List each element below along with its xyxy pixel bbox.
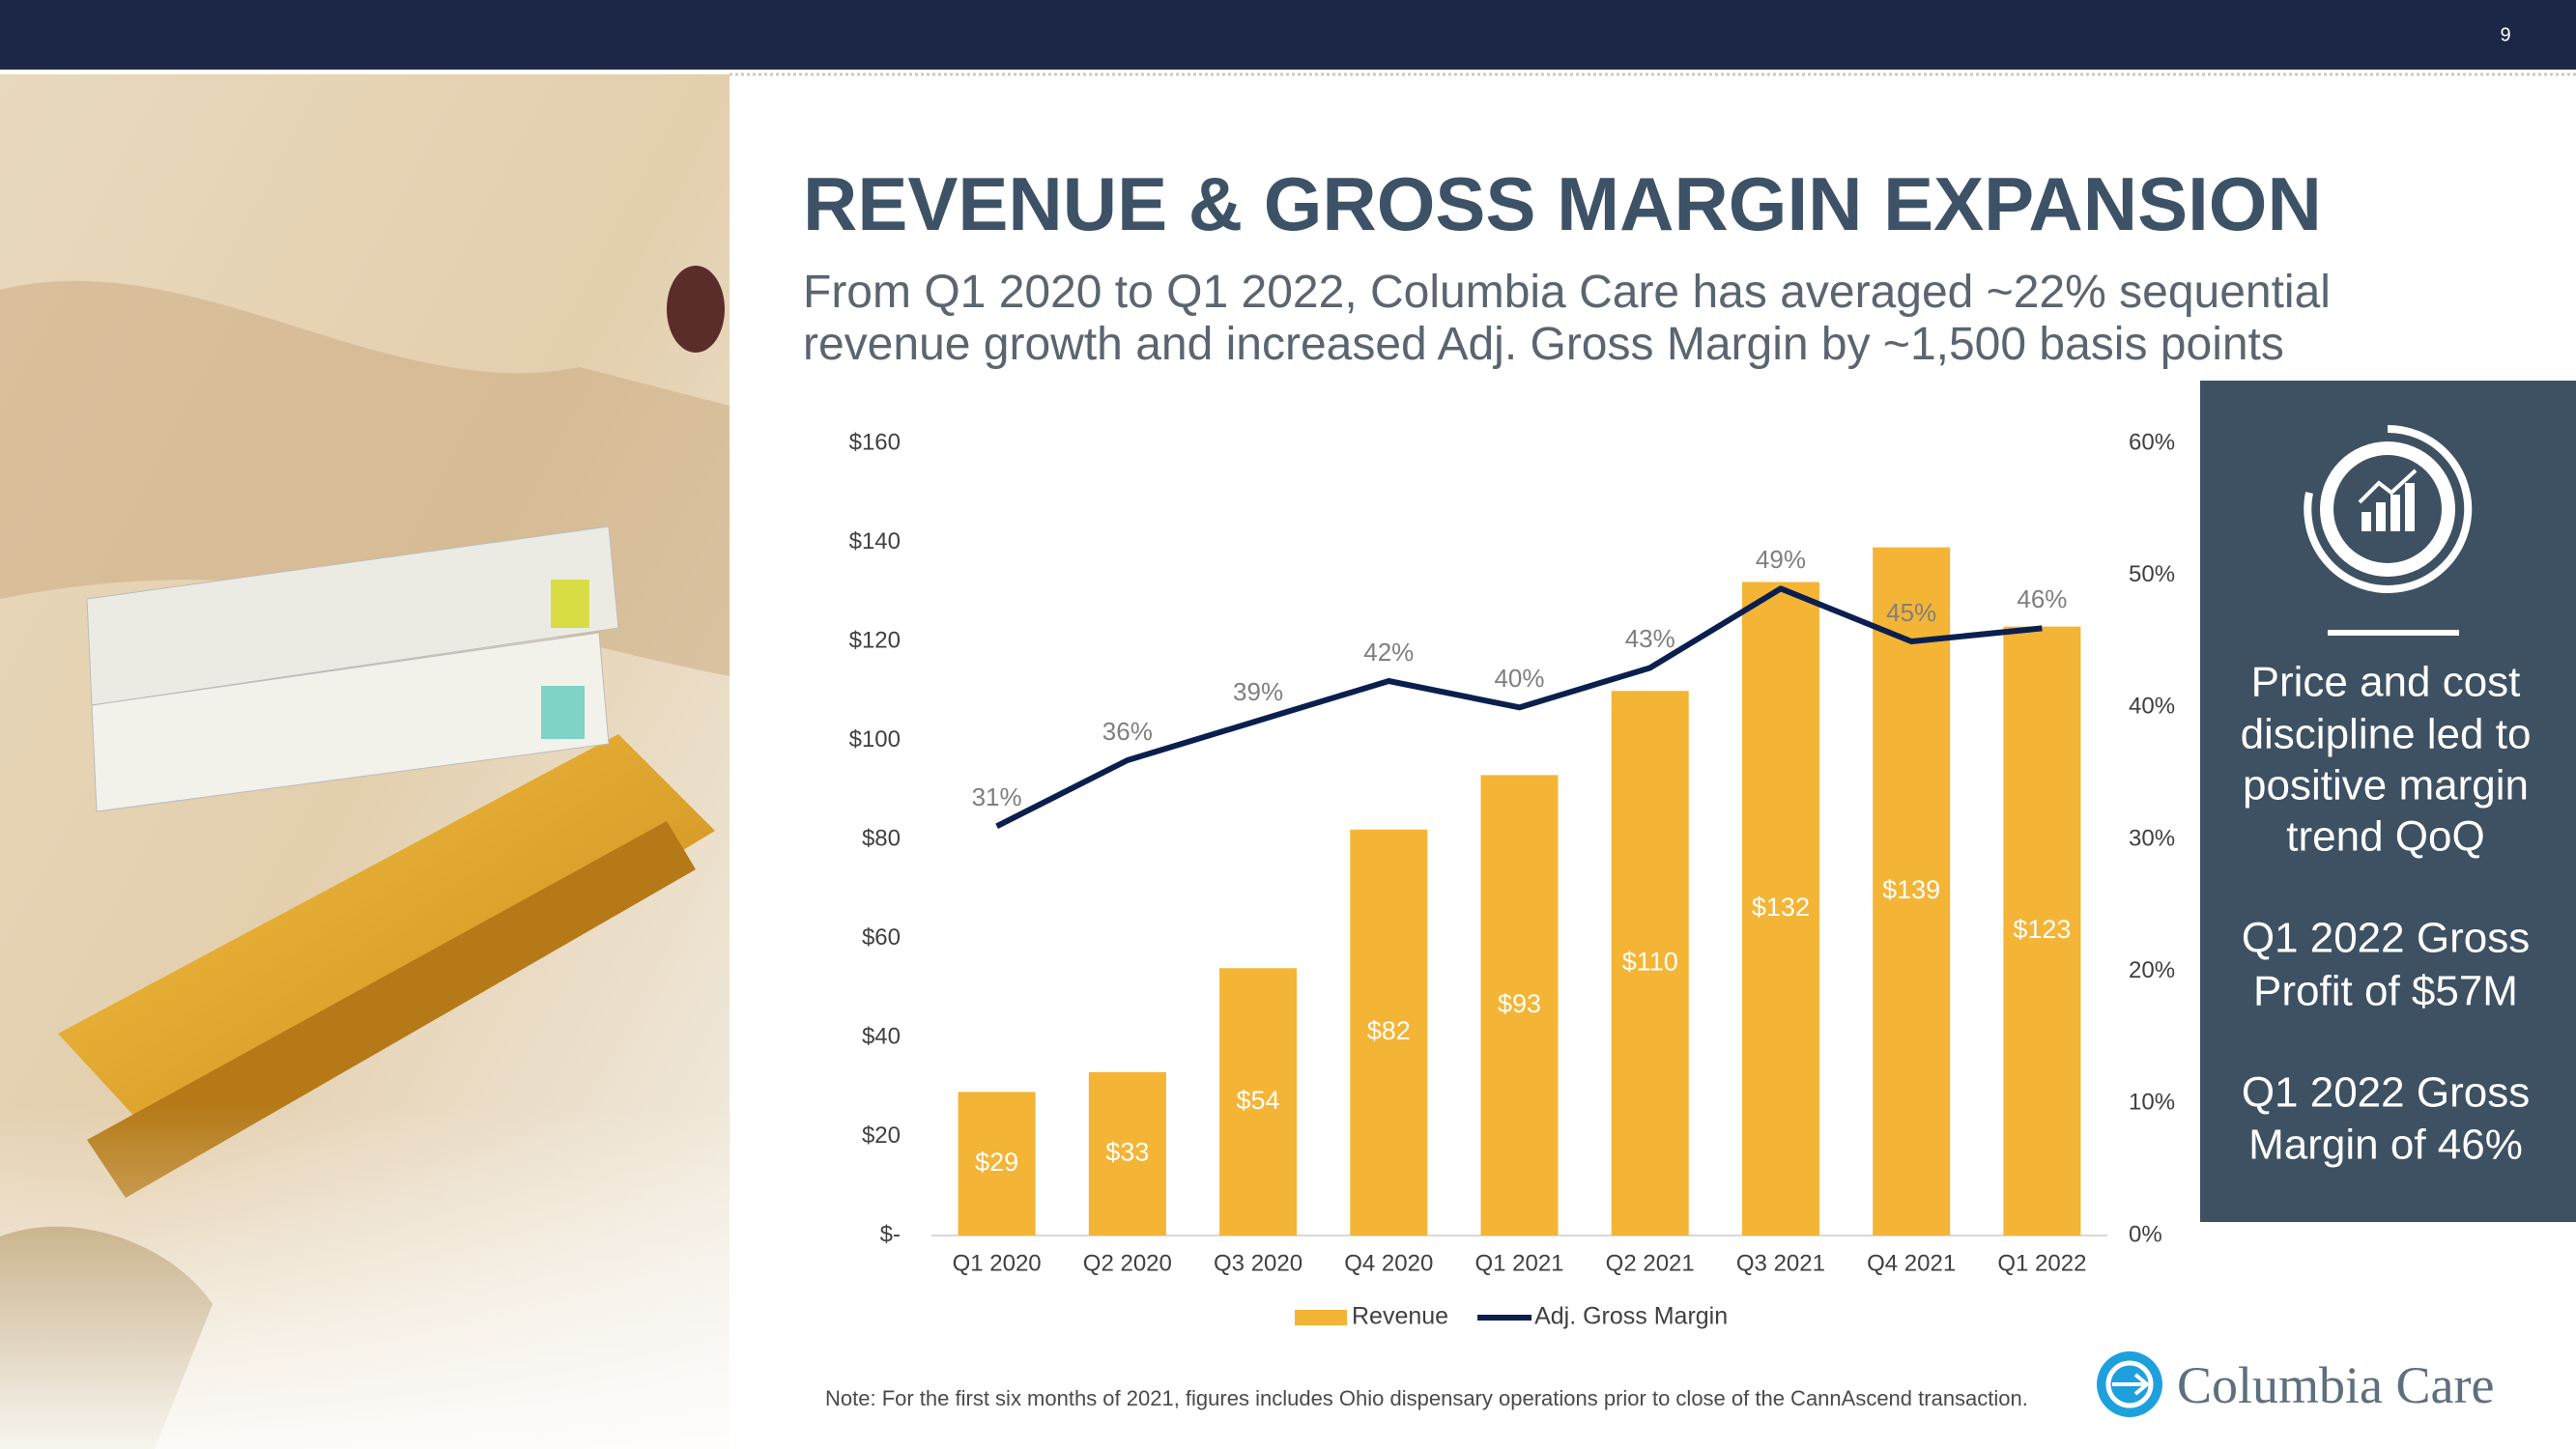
value-label: 39% — [1233, 677, 1283, 706]
panel-text: Q1 2022 Gross — [2242, 915, 2530, 962]
icon-ring — [2304, 424, 2473, 593]
x-tick-label: Q3 2021 — [1736, 1250, 1825, 1276]
icon-inner — [2333, 455, 2442, 563]
value-label: 49% — [1756, 545, 1806, 574]
bar — [2003, 626, 2081, 1236]
y-tick-label: $40 — [862, 1023, 901, 1049]
bar — [1350, 829, 1428, 1236]
panel-text: Price and cost — [2251, 659, 2521, 706]
page-number: 9 — [2500, 24, 2510, 45]
top-bar — [0, 0, 2576, 70]
bar — [958, 1092, 1036, 1236]
icon-bars — [2361, 483, 2415, 531]
y2-tick-label: 20% — [2129, 957, 2175, 983]
bar — [1088, 1071, 1166, 1236]
y-tick-label: $- — [880, 1221, 901, 1247]
value-label: 45% — [1886, 598, 1936, 627]
subtitle: revenue growth and increased Adj. Gross … — [803, 319, 2284, 370]
x-tick-label: Q1 2021 — [1474, 1250, 1563, 1276]
x-tick-label: Q4 2020 — [1344, 1250, 1433, 1276]
logo-arrow — [2112, 1373, 2151, 1396]
x-tick-label: Q2 2021 — [1606, 1250, 1695, 1276]
bar — [1741, 582, 1819, 1236]
x-tick-label: Q2 2020 — [1083, 1250, 1172, 1276]
y-tick-label: $160 — [849, 429, 901, 455]
value-label: $132 — [1752, 893, 1810, 922]
x-tick-label: Q4 2021 — [1867, 1250, 1956, 1276]
y-tick-label: $140 — [849, 528, 901, 554]
y2-tick-label: 60% — [2129, 429, 2175, 455]
panel-text: Margin of 46% — [2248, 1122, 2523, 1169]
line — [995, 585, 2043, 830]
y2-tick-label: 40% — [2129, 694, 2175, 720]
legend-label: Adj. Gross Margin — [1534, 1303, 1728, 1330]
y-tick-label: $100 — [849, 726, 901, 753]
value-label: $29 — [975, 1148, 1018, 1177]
y-tick-label: $60 — [862, 924, 901, 951]
title: REVENUE & GROSS MARGIN EXPANSION — [803, 161, 2322, 246]
legend-label: Revenue — [1352, 1303, 1448, 1330]
value-label: $123 — [2013, 915, 2071, 944]
y2-tick-label: 0% — [2129, 1221, 2162, 1247]
value-label: 36% — [1102, 717, 1153, 746]
value-label: 43% — [1625, 624, 1675, 653]
value-label: 40% — [1494, 664, 1544, 693]
panel-text: Profit of $57M — [2253, 968, 2518, 1015]
y2-tick-label: 10% — [2129, 1090, 2175, 1116]
side-panel — [2200, 381, 2576, 1222]
photo — [0, 74, 730, 1449]
value-label: 31% — [972, 782, 1022, 811]
value-label: $54 — [1237, 1086, 1280, 1115]
x-tick-label: Q1 2020 — [953, 1250, 1042, 1276]
bar — [1480, 775, 1559, 1236]
value-label: 46% — [2017, 584, 2067, 613]
panel-text: trend QoQ — [2286, 813, 2484, 861]
value-label: $93 — [1498, 989, 1541, 1018]
bar — [1219, 968, 1298, 1236]
value-label: 42% — [1363, 638, 1414, 667]
panel-text: positive margin — [2243, 762, 2529, 810]
legend: Revenue Adj. Gross Margin — [1295, 1303, 1728, 1330]
y2-tick-label: 30% — [2129, 825, 2175, 851]
y2-tick-label: 50% — [2129, 561, 2175, 587]
value-label: $110 — [1622, 947, 1678, 976]
value-label: $139 — [1882, 875, 1940, 904]
value-label: $82 — [1367, 1016, 1411, 1045]
x-tick-label: Q1 2022 — [1997, 1250, 2086, 1276]
y-tick-label: $80 — [862, 825, 901, 851]
logo: Columbia Care — [2097, 1351, 2494, 1417]
chart: $- $20 $40 $60 $80 $100 $120 $140 $160 0% 10% 20% 30… — [849, 429, 2175, 1329]
logo-text: Columbia Care — [2177, 1356, 2494, 1414]
bar — [1873, 547, 1951, 1236]
subtitle: From Q1 2020 to Q1 2022, Columbia Care h… — [803, 267, 2331, 318]
panel-text: discipline led to — [2241, 711, 2532, 758]
y-tick-label: $20 — [862, 1122, 901, 1149]
note: Note: For the first six months of 2021, … — [825, 1386, 2028, 1410]
legend-swatch — [1295, 1310, 1347, 1325]
bar — [1611, 691, 1689, 1236]
icon-arrow — [2358, 469, 2418, 504]
value-label: $33 — [1105, 1138, 1149, 1167]
panel-text: Q1 2022 Gross — [2242, 1069, 2530, 1117]
logo-mark-inner — [2105, 1360, 2154, 1408]
x-tick-label: Q3 2020 — [1214, 1250, 1302, 1276]
y-tick-label: $120 — [849, 627, 901, 653]
